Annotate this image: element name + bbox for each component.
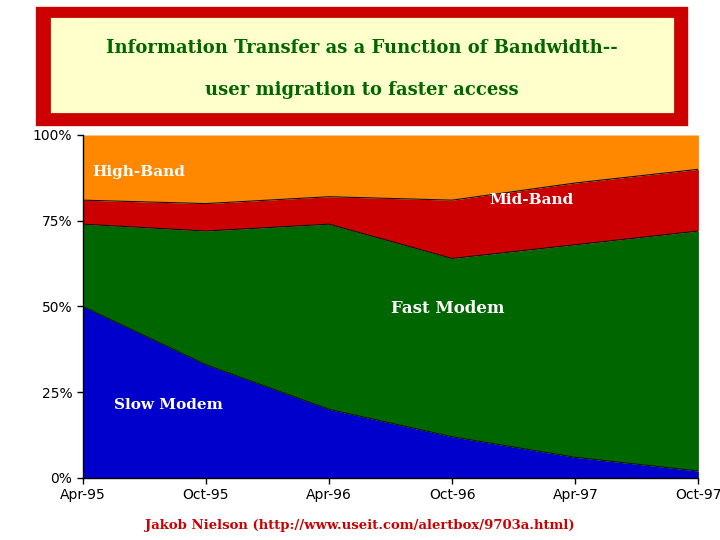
Text: Fast Modem: Fast Modem (391, 300, 504, 318)
Text: High-Band: High-Band (93, 165, 186, 179)
Text: Jakob Nielson (http://www.useit.com/alertbox/9703a.html): Jakob Nielson (http://www.useit.com/aler… (145, 519, 575, 532)
Text: Slow Modem: Slow Modem (114, 399, 222, 413)
Text: Information Transfer as a Function of Bandwidth--: Information Transfer as a Function of Ba… (107, 39, 618, 57)
Text: user migration to faster access: user migration to faster access (205, 81, 519, 99)
Text: Mid-Band: Mid-Band (489, 193, 573, 207)
